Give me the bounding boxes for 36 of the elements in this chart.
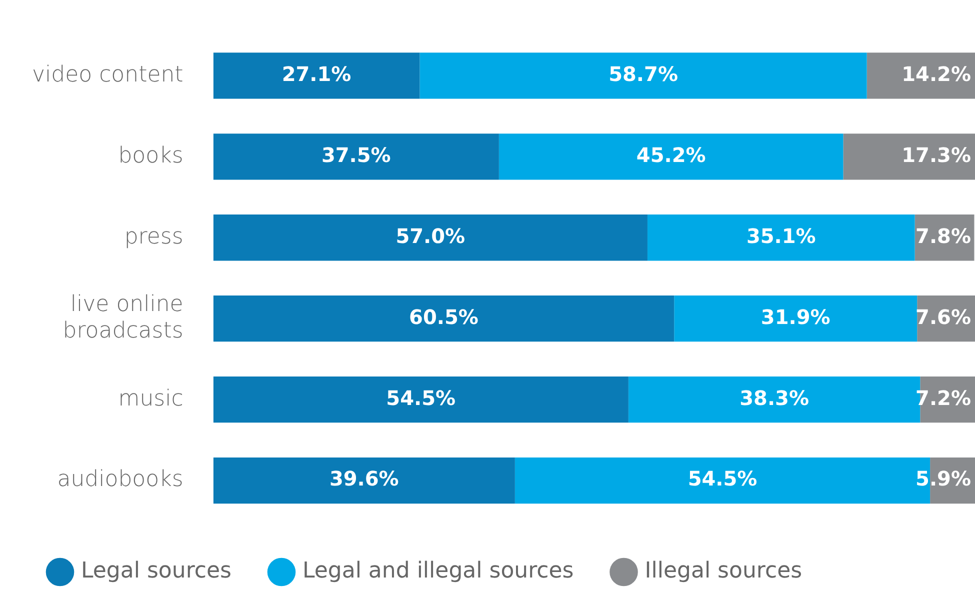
bar bbox=[674, 296, 918, 342]
y-tick-label: video content bbox=[32, 62, 184, 88]
data-label: 38.3% bbox=[740, 386, 809, 410]
bar bbox=[213, 214, 648, 261]
bar bbox=[647, 214, 915, 261]
data-label: 54.5% bbox=[386, 386, 456, 410]
data-label: 35.1% bbox=[746, 224, 816, 248]
legend-label: Legal and illegal sources bbox=[302, 558, 574, 584]
data-label: 58.7% bbox=[608, 62, 678, 86]
y-tick-label: press bbox=[124, 224, 184, 250]
y-tick-label: audiobooks bbox=[57, 467, 184, 492]
y-tick-label: music bbox=[118, 386, 184, 412]
bar bbox=[498, 134, 844, 180]
bar bbox=[213, 134, 499, 180]
data-label: 37.5% bbox=[321, 142, 391, 167]
bar bbox=[213, 52, 420, 99]
data-label: 54.5% bbox=[688, 466, 758, 491]
data-label: 14.2% bbox=[902, 62, 971, 86]
bar bbox=[866, 52, 975, 99]
bar bbox=[420, 52, 867, 99]
data-label: 7.8% bbox=[916, 224, 971, 248]
bar bbox=[213, 457, 515, 504]
legend-label: Legal sources bbox=[81, 558, 232, 584]
data-label: 60.5% bbox=[409, 304, 478, 329]
legend-label: Illegal sources bbox=[644, 558, 802, 584]
data-label: 57.0% bbox=[396, 224, 466, 248]
data-label: 27.1% bbox=[282, 62, 352, 86]
data-label: 45.2% bbox=[636, 142, 706, 167]
bar bbox=[213, 376, 628, 423]
data-label: 17.3% bbox=[902, 142, 971, 167]
bar bbox=[213, 296, 674, 342]
data-label: 39.6% bbox=[329, 466, 399, 491]
bar bbox=[843, 134, 975, 180]
y-tick-label: books bbox=[118, 143, 184, 168]
data-label: 31.9% bbox=[760, 304, 830, 329]
y-tick-label: live online broadcasts bbox=[62, 292, 184, 344]
